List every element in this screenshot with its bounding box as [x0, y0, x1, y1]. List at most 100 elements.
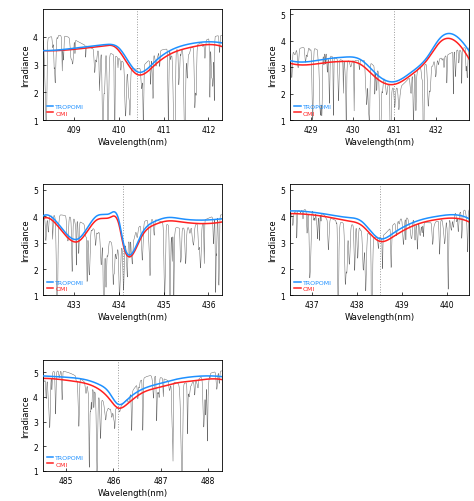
OMI — [466, 57, 472, 63]
Legend: TROPOMI, OMI: TROPOMI, OMI — [293, 104, 333, 118]
X-axis label: Wavelength(nm): Wavelength(nm) — [97, 313, 167, 322]
Y-axis label: Irradiance: Irradiance — [21, 219, 30, 262]
TROPOMI — [463, 44, 468, 50]
OMI — [435, 43, 440, 49]
TROPOMI — [385, 234, 391, 240]
TROPOMI — [187, 42, 193, 48]
TROPOMI — [147, 221, 153, 227]
OMI — [463, 218, 468, 224]
TROPOMI — [447, 32, 452, 38]
OMI — [127, 255, 132, 261]
OMI — [374, 76, 379, 82]
TROPOMI — [127, 253, 132, 259]
TROPOMI — [111, 209, 117, 215]
OMI — [40, 376, 46, 382]
Line: OMI: OMI — [43, 216, 222, 258]
OMI — [207, 43, 212, 49]
TROPOMI — [216, 217, 221, 223]
OMI — [216, 376, 221, 382]
Line: TROPOMI: TROPOMI — [43, 376, 222, 405]
Line: TROPOMI: TROPOMI — [290, 35, 469, 83]
TROPOMI — [219, 216, 225, 222]
OMI — [379, 239, 385, 245]
TROPOMI — [435, 214, 440, 220]
OMI — [125, 62, 131, 68]
OMI — [216, 220, 221, 226]
TROPOMI — [40, 373, 46, 379]
OMI — [287, 61, 293, 67]
TROPOMI — [125, 252, 131, 258]
X-axis label: Wavelength(nm): Wavelength(nm) — [97, 137, 167, 146]
Line: TROPOMI: TROPOMI — [290, 211, 469, 239]
TROPOMI — [389, 80, 395, 86]
OMI — [127, 399, 132, 405]
OMI — [137, 73, 143, 79]
TROPOMI — [216, 374, 221, 380]
OMI — [384, 237, 390, 243]
OMI — [187, 220, 193, 226]
OMI — [147, 224, 153, 230]
OMI — [394, 82, 400, 88]
OMI — [187, 378, 193, 384]
TROPOMI — [125, 58, 131, 64]
OMI — [389, 83, 394, 89]
OMI — [125, 254, 131, 260]
Line: TROPOMI: TROPOMI — [43, 43, 222, 73]
Legend: TROPOMI, OMI: TROPOMI, OMI — [46, 104, 85, 118]
Legend: TROPOMI, OMI: TROPOMI, OMI — [293, 279, 333, 293]
Legend: TROPOMI, OMI: TROPOMI, OMI — [46, 279, 85, 293]
TROPOMI — [216, 40, 221, 46]
TROPOMI — [127, 395, 132, 401]
Line: OMI: OMI — [43, 379, 222, 408]
OMI — [394, 232, 400, 238]
TROPOMI — [219, 374, 225, 380]
OMI — [126, 400, 131, 406]
TROPOMI — [287, 208, 293, 214]
TROPOMI — [394, 79, 400, 85]
X-axis label: Wavelength(nm): Wavelength(nm) — [345, 137, 415, 146]
TROPOMI — [126, 60, 132, 66]
Line: OMI: OMI — [43, 46, 222, 76]
OMI — [147, 387, 153, 393]
OMI — [137, 73, 143, 79]
TROPOMI — [207, 40, 212, 46]
OMI — [445, 36, 451, 42]
TROPOMI — [379, 236, 384, 242]
X-axis label: Wavelength(nm): Wavelength(nm) — [345, 313, 415, 322]
TROPOMI — [374, 234, 379, 240]
OMI — [463, 51, 468, 57]
TROPOMI — [127, 253, 132, 259]
Y-axis label: Irradiance: Irradiance — [21, 44, 30, 87]
OMI — [127, 255, 132, 261]
TROPOMI — [187, 217, 193, 223]
Y-axis label: Irradiance: Irradiance — [268, 219, 277, 262]
TROPOMI — [466, 49, 472, 55]
TROPOMI — [287, 59, 293, 65]
OMI — [374, 237, 379, 243]
OMI — [219, 219, 225, 225]
OMI — [219, 377, 225, 383]
OMI — [435, 217, 440, 223]
OMI — [216, 44, 221, 50]
TROPOMI — [147, 65, 153, 71]
TROPOMI — [394, 228, 400, 234]
X-axis label: Wavelength(nm): Wavelength(nm) — [97, 487, 167, 496]
Legend: TROPOMI, OMI: TROPOMI, OMI — [46, 454, 85, 468]
OMI — [219, 45, 225, 51]
Y-axis label: Irradiance: Irradiance — [268, 44, 277, 87]
OMI — [126, 64, 132, 70]
TROPOMI — [372, 71, 378, 77]
TROPOMI — [463, 215, 468, 221]
TROPOMI — [40, 214, 46, 220]
OMI — [287, 211, 293, 217]
OMI — [372, 236, 378, 242]
Line: TROPOMI: TROPOMI — [43, 212, 222, 256]
TROPOMI — [117, 402, 123, 408]
OMI — [111, 213, 117, 219]
TROPOMI — [137, 234, 143, 240]
OMI — [147, 68, 153, 74]
TROPOMI — [137, 388, 143, 394]
Y-axis label: Irradiance: Irradiance — [21, 394, 30, 437]
TROPOMI — [147, 384, 153, 390]
TROPOMI — [187, 374, 193, 380]
